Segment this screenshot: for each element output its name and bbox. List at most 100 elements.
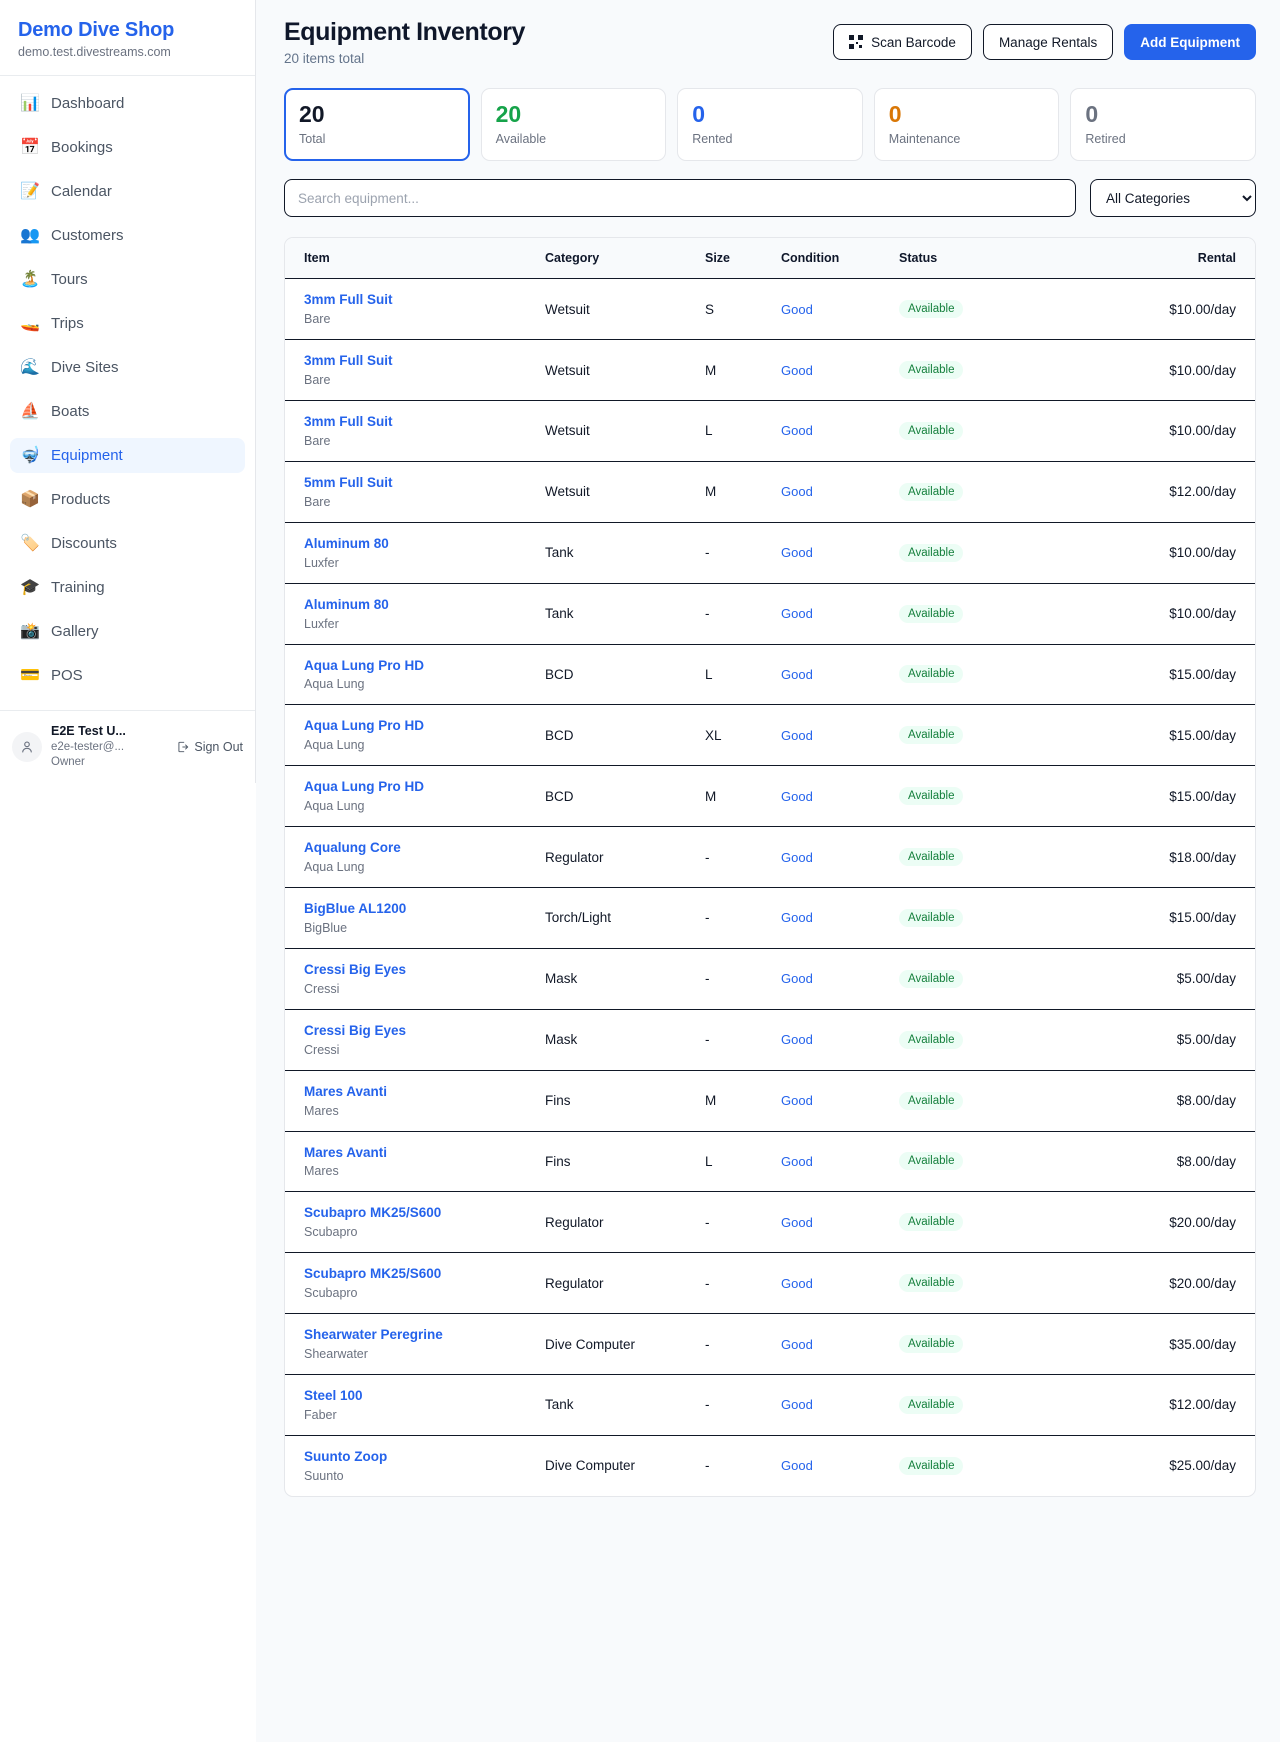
sidebar-item-tours[interactable]: 🏝️ Tours (10, 262, 245, 297)
item-link[interactable]: Aqua Lung Pro HD (304, 718, 424, 734)
condition-link[interactable]: Good (781, 910, 813, 926)
table-row[interactable]: Aqualung Core Aqua Lung Regulator - Good Avai… (285, 826, 1255, 889)
item-link[interactable]: Aqua Lung Pro HD (304, 657, 424, 673)
table-row[interactable]: Shearwater Peregrine Shearwater Dive Compu… (285, 1313, 1255, 1376)
sidebar-item-customers[interactable]: 👥 Customers (10, 218, 245, 253)
item-link[interactable]: 3mm Full Suit (304, 292, 393, 308)
condition-link[interactable]: Good (781, 1093, 813, 1109)
sidebar-item-boats[interactable]: ⛵ Boats (10, 394, 245, 429)
condition-link[interactable]: Good (781, 1397, 813, 1413)
sidebar-item-discounts[interactable]: 🏷️ Discounts (10, 526, 245, 561)
sidebar-item-training[interactable]: 🎓 Training (10, 570, 245, 605)
item-link[interactable]: Aqua Lung Pro HD (304, 779, 424, 795)
category-select[interactable]: All Categories (1090, 179, 1256, 218)
condition-link[interactable]: Good (781, 423, 813, 439)
search-input[interactable] (284, 179, 1076, 218)
stat-card-available[interactable]: 20 Available (480, 88, 667, 162)
condition-link[interactable]: Good (781, 545, 813, 561)
sidebar-item-trips[interactable]: 🚤 Trips (10, 306, 245, 341)
condition-link[interactable]: Good (781, 849, 813, 865)
condition-link[interactable]: Good (781, 1153, 813, 1169)
table-row[interactable]: Aqua Lung Pro HD Aqua Lung BCD L Good Availab… (285, 644, 1255, 706)
column-header-status[interactable]: Status (889, 238, 1049, 280)
stat-card-maintenance[interactable]: 0 Maintenance (873, 88, 1060, 162)
sidebar-item-equipment[interactable]: 🤿 Equipment (10, 438, 245, 473)
table-row[interactable]: 3mm Full Suit Bare Wetsuit L Good Available $1… (285, 400, 1255, 462)
cell-size: - (705, 1458, 710, 1474)
table-row[interactable]: Aluminum 80 Luxfer Tank - Good Available $10.0… (285, 522, 1255, 584)
condition-link[interactable]: Good (781, 1214, 813, 1230)
column-header-condition[interactable]: Condition (771, 238, 889, 280)
item-link[interactable]: Mares Avanti (304, 1083, 388, 1099)
item-link[interactable]: Shearwater Peregrine (304, 1327, 443, 1343)
condition-link[interactable]: Good (781, 1458, 813, 1474)
status-badge: Available (899, 726, 964, 745)
sidebar-item-pos[interactable]: 💳 POS (10, 658, 245, 693)
sidebar-item-bookings[interactable]: 📅 Bookings (10, 130, 245, 165)
table-row[interactable]: Scubapro MK25/S600 Scubapro Regulator - Good… (285, 1191, 1255, 1254)
column-header-size[interactable]: Size (695, 238, 771, 280)
table-row[interactable]: Aluminum 80 Luxfer Tank - Good Available $10.0… (285, 583, 1255, 645)
item-link[interactable]: 3mm Full Suit (304, 353, 393, 369)
item-link[interactable]: 5mm Full Suit (304, 474, 393, 490)
sidebar-item-label: Training (51, 579, 105, 596)
item-link[interactable]: Scubapro MK25/S600 (304, 1205, 442, 1221)
column-header-rental[interactable]: Rental (1049, 238, 1255, 280)
item-link[interactable]: Aluminum 80 (304, 535, 389, 551)
sidebar-item-gallery[interactable]: 📸 Gallery (10, 614, 245, 649)
item-link[interactable]: 3mm Full Suit (304, 414, 393, 430)
table-row[interactable]: BigBlue AL1200 BigBlue Torch/Light - Good Ava… (285, 887, 1255, 949)
table-row[interactable]: Mares Avanti Mares Fins L Good Available $8.00… (285, 1131, 1255, 1193)
column-header-item[interactable]: Item (285, 238, 535, 280)
sidebar-item-calendar[interactable]: 📝 Calendar (10, 174, 245, 209)
item-link[interactable]: Aqualung Core (304, 840, 401, 856)
table-row[interactable]: Suunto Zoop Suunto Dive Computer - Good Avail… (285, 1435, 1255, 1495)
scan-barcode-button[interactable]: Scan Barcode (833, 24, 972, 60)
item-link[interactable]: Cressi Big Eyes (304, 1022, 407, 1038)
add-equipment-button[interactable]: Add Equipment (1124, 24, 1256, 60)
table-row[interactable]: Aqua Lung Pro HD Aqua Lung BCD XL Good Availa… (285, 704, 1255, 767)
table-row[interactable]: Aqua Lung Pro HD Aqua Lung BCD M Good Availab… (285, 765, 1255, 828)
condition-link[interactable]: Good (781, 362, 813, 378)
item-link[interactable]: Aluminum 80 (304, 596, 389, 612)
sidebar-item-dashboard[interactable]: 📊 Dashboard (10, 86, 245, 121)
table-row[interactable]: Cressi Big Eyes Cressi Mask - Good Available $… (285, 1009, 1255, 1071)
table-row[interactable]: 5mm Full Suit Bare Wetsuit M Good Available $1… (285, 461, 1255, 523)
stat-card-total[interactable]: 20 Total (284, 88, 470, 162)
stat-card-retired[interactable]: 0 Retired (1070, 88, 1256, 162)
sign-out-button[interactable]: Sign Out (176, 740, 243, 754)
manage-rentals-button[interactable]: Manage Rentals (982, 24, 1114, 60)
table-row[interactable]: Cressi Big Eyes Cressi Mask - Good Available $… (285, 948, 1255, 1010)
item-link[interactable]: Cressi Big Eyes (304, 961, 407, 977)
stat-label: Rented (692, 132, 733, 147)
sidebar-item-products[interactable]: 📦 Products (10, 482, 245, 517)
item-link[interactable]: Scubapro MK25/S600 (304, 1266, 442, 1282)
cell-item: Aluminum 80 Luxfer (285, 522, 535, 584)
table-row[interactable]: 3mm Full Suit Bare Wetsuit M Good Available $1… (285, 339, 1255, 402)
table-row[interactable]: Steel 100 Faber Tank - Good Available $12.00/d… (285, 1374, 1255, 1436)
table-row[interactable]: 3mm Full Suit Bare Wetsuit S Good Available $1… (285, 278, 1255, 341)
item-link[interactable]: Steel 100 (304, 1388, 363, 1404)
condition-link[interactable]: Good (781, 484, 813, 500)
item-brand: Bare (304, 373, 331, 388)
condition-link[interactable]: Good (781, 606, 813, 622)
stat-card-rented[interactable]: 0 Rented (677, 88, 863, 162)
condition-link[interactable]: Good (781, 1032, 813, 1048)
cell-condition: Good (771, 887, 889, 949)
column-header-category[interactable]: Category (535, 238, 695, 280)
brand-block[interactable]: Demo Dive Shop demo.test.divestreams.com (0, 0, 255, 76)
main-content: Equipment Inventory 20 items total Scan … (256, 0, 1280, 1742)
item-link[interactable]: Suunto Zoop (304, 1448, 388, 1464)
condition-link[interactable]: Good (781, 666, 813, 682)
condition-link[interactable]: Good (781, 1275, 813, 1291)
condition-link[interactable]: Good (781, 971, 813, 987)
table-row[interactable]: Mares Avanti Mares Fins M Good Available $8.00… (285, 1070, 1255, 1132)
sidebar-item-dive-sites[interactable]: 🌊 Dive Sites (10, 350, 245, 385)
item-link[interactable]: BigBlue AL1200 (304, 901, 407, 917)
condition-link[interactable]: Good (781, 727, 813, 743)
condition-link[interactable]: Good (781, 1336, 813, 1352)
condition-link[interactable]: Good (781, 301, 813, 317)
table-row[interactable]: Scubapro MK25/S600 Scubapro Regulator - Good… (285, 1252, 1255, 1315)
item-link[interactable]: Mares Avanti (304, 1144, 388, 1160)
condition-link[interactable]: Good (781, 788, 813, 804)
